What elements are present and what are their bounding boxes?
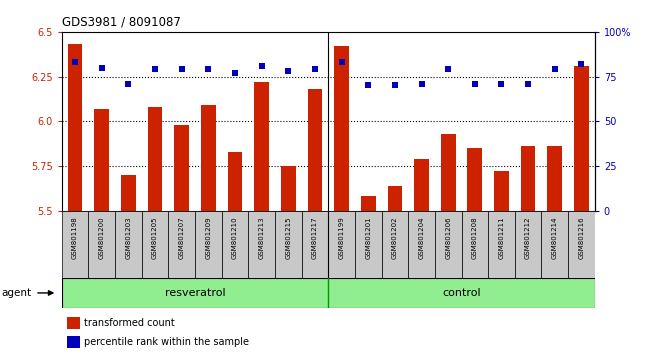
Bar: [515, 211, 541, 278]
Text: percentile rank within the sample: percentile rank within the sample: [84, 337, 249, 347]
Bar: [148, 107, 162, 211]
Point: [363, 82, 373, 88]
Bar: [174, 125, 189, 211]
Bar: [328, 211, 355, 278]
Bar: [361, 196, 376, 211]
Bar: [494, 171, 509, 211]
Bar: [547, 146, 562, 211]
Text: GSM801206: GSM801206: [445, 216, 451, 259]
Bar: [467, 148, 482, 211]
Text: GSM801211: GSM801211: [499, 216, 504, 259]
Text: GSM801199: GSM801199: [339, 216, 345, 259]
Bar: [275, 211, 302, 278]
Text: GSM801209: GSM801209: [205, 216, 211, 259]
Text: GSM801216: GSM801216: [578, 216, 584, 259]
Point: [177, 67, 187, 72]
Bar: [414, 159, 429, 211]
Bar: [382, 211, 408, 278]
Bar: [68, 44, 83, 211]
Bar: [541, 211, 568, 278]
Bar: [307, 89, 322, 211]
Point: [150, 67, 161, 72]
Point: [283, 68, 294, 74]
Text: GSM801215: GSM801215: [285, 216, 291, 258]
Bar: [302, 211, 328, 278]
Bar: [334, 46, 349, 211]
Bar: [254, 82, 269, 211]
Text: GSM801217: GSM801217: [312, 216, 318, 259]
Point: [230, 70, 240, 76]
Text: GSM801212: GSM801212: [525, 216, 531, 258]
Bar: [201, 105, 216, 211]
Point: [443, 67, 454, 72]
Bar: [115, 211, 142, 278]
Bar: [568, 211, 595, 278]
Text: GSM801213: GSM801213: [259, 216, 265, 259]
Bar: [441, 134, 456, 211]
Bar: [67, 336, 81, 348]
Bar: [387, 185, 402, 211]
Text: GSM801198: GSM801198: [72, 216, 78, 259]
Bar: [281, 166, 296, 211]
Point: [390, 82, 400, 88]
Point: [310, 67, 320, 72]
Bar: [408, 211, 435, 278]
Bar: [168, 211, 195, 278]
Point: [417, 81, 427, 86]
Point: [550, 67, 560, 72]
Bar: [462, 211, 488, 278]
Text: GSM801200: GSM801200: [99, 216, 105, 259]
Bar: [62, 278, 328, 308]
Point: [124, 81, 134, 86]
Bar: [67, 318, 81, 329]
Text: agent: agent: [1, 288, 31, 298]
Bar: [521, 146, 536, 211]
Bar: [94, 109, 109, 211]
Bar: [488, 211, 515, 278]
Bar: [435, 211, 462, 278]
Text: GSM801203: GSM801203: [125, 216, 131, 259]
Text: GSM801204: GSM801204: [419, 216, 424, 258]
Bar: [328, 278, 595, 308]
Text: GDS3981 / 8091087: GDS3981 / 8091087: [62, 16, 181, 29]
Text: GSM801207: GSM801207: [179, 216, 185, 259]
Text: control: control: [442, 288, 481, 298]
Text: transformed count: transformed count: [84, 318, 175, 329]
Text: GSM801205: GSM801205: [152, 216, 158, 258]
Bar: [195, 211, 222, 278]
Bar: [227, 152, 242, 211]
Bar: [355, 211, 382, 278]
Bar: [574, 66, 589, 211]
Bar: [62, 211, 88, 278]
Point: [96, 65, 107, 70]
Bar: [121, 175, 136, 211]
Text: GSM801214: GSM801214: [552, 216, 558, 258]
Bar: [222, 211, 248, 278]
Text: resveratrol: resveratrol: [164, 288, 226, 298]
Text: GSM801210: GSM801210: [232, 216, 238, 259]
Text: GSM801202: GSM801202: [392, 216, 398, 258]
Point: [497, 81, 507, 86]
Point: [70, 59, 81, 65]
Point: [203, 67, 213, 72]
Point: [469, 81, 480, 86]
Point: [577, 61, 587, 67]
Text: GSM801208: GSM801208: [472, 216, 478, 259]
Bar: [248, 211, 275, 278]
Bar: [142, 211, 168, 278]
Point: [337, 59, 347, 65]
Bar: [88, 211, 115, 278]
Point: [256, 63, 267, 69]
Point: [523, 81, 533, 86]
Text: GSM801201: GSM801201: [365, 216, 371, 259]
